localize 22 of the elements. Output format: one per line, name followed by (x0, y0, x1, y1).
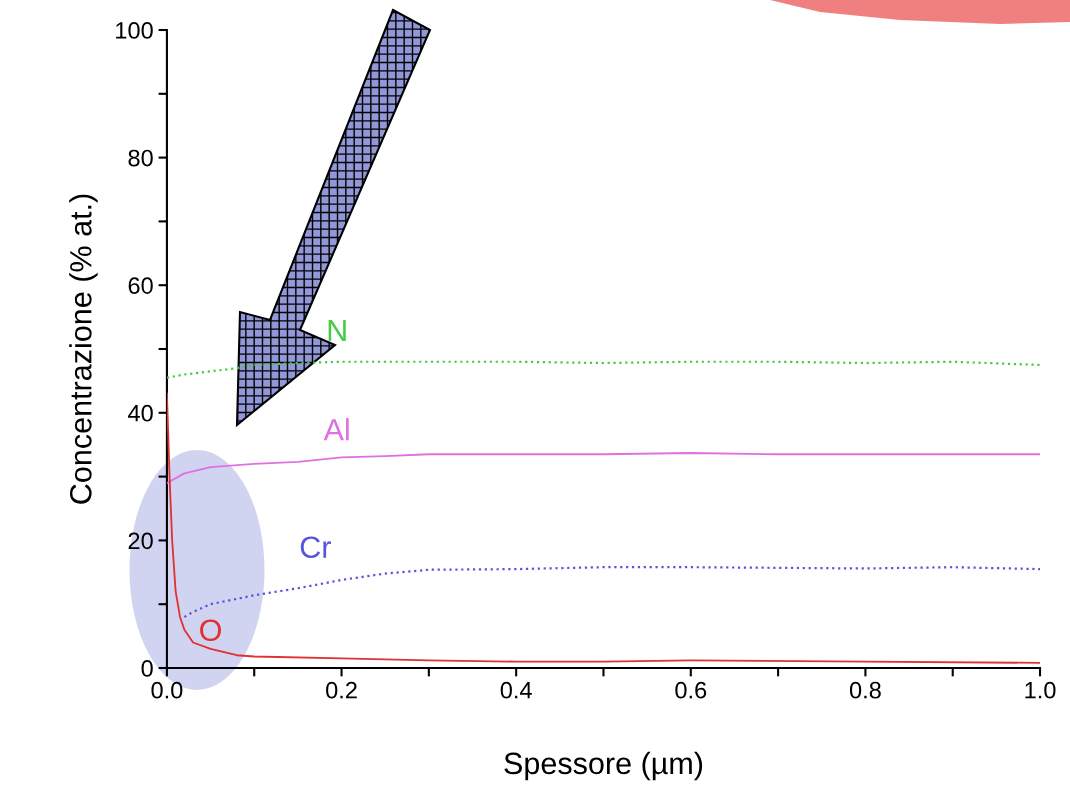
y-axis-title: Concentrazione (% at.) (69, 194, 98, 504)
y-tick-label: 60 (128, 277, 153, 294)
x-tick-label: 0.4 (500, 681, 532, 699)
x-tick-label: 0.0 (151, 681, 183, 699)
x-tick-label: 0.2 (326, 681, 357, 699)
series-label: N (328, 320, 346, 342)
line-series (166, 452, 1041, 484)
x-tick-label: 0.6 (675, 681, 707, 699)
y-tick-label: 80 (128, 149, 153, 167)
x-axis-title: Spessore (µm) (504, 751, 703, 781)
line-series (166, 360, 1041, 379)
x-tick-label: 0.8 (849, 681, 881, 699)
y-tick-label: 20 (128, 532, 153, 550)
line-series (183, 566, 1041, 619)
series-label: Al (323, 418, 349, 441)
series-label: Cr (300, 536, 331, 559)
y-tick-label: 40 (128, 404, 153, 422)
series-label: O (200, 619, 221, 642)
line-series (166, 392, 1041, 664)
y-tick-label: 0 (141, 660, 153, 677)
y-tick-label: 100 (116, 22, 153, 39)
x-tick-label: 1.0 (1025, 681, 1056, 699)
